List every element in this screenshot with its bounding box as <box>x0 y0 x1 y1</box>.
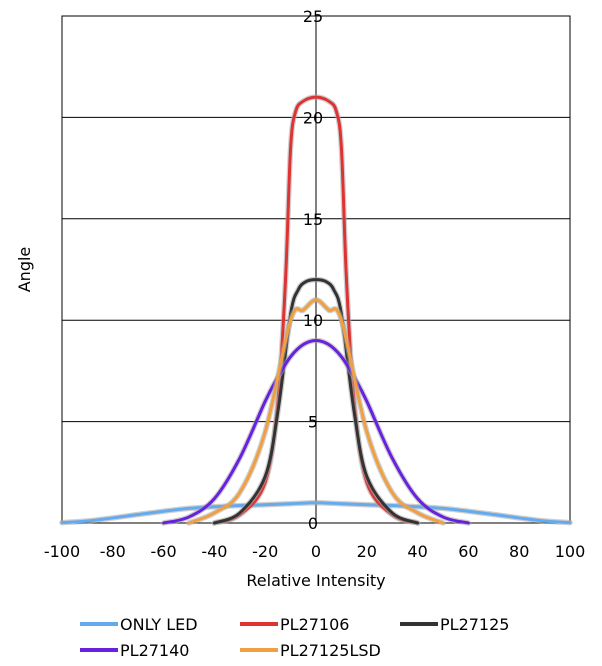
legend-item-pl27106: PL27106 <box>240 615 349 634</box>
series-only-led <box>59 499 573 526</box>
y-tick-label-0: 0 <box>308 514 318 533</box>
series-line-pl27140 <box>162 338 470 525</box>
legend-label-pl27125: PL27125 <box>440 615 509 634</box>
x-tick-label-4: -20 <box>252 542 278 561</box>
legend-label-pl27140: PL27140 <box>120 641 189 660</box>
x-tick-label-10: 100 <box>555 542 586 561</box>
y-axis-title: Angle <box>15 247 34 293</box>
x-axis-title: Relative Intensity <box>246 571 385 590</box>
legend-label-only-led: ONLY LED <box>120 615 198 634</box>
legend-item-only-led: ONLY LED <box>80 615 198 634</box>
x-tick-label-5: 0 <box>311 542 321 561</box>
series-line-only-led <box>60 501 572 525</box>
y-tick-label-3: 15 <box>303 210 323 229</box>
plot-area: 0 5 10 15 20 25 -100 -80 -60 -40 -20 0 20 40 60 80 100 <box>44 7 585 561</box>
x-tick-label-6: 20 <box>357 542 377 561</box>
y-tick-label-1: 5 <box>308 413 318 432</box>
x-tick-label-2: -60 <box>151 542 177 561</box>
series-pl27125lsd <box>186 297 446 526</box>
y-tick-label-4: 20 <box>303 108 323 127</box>
legend-item-pl27125: PL27125 <box>400 615 509 634</box>
series-line-pl27125 <box>212 278 420 525</box>
x-tick-label-3: -40 <box>201 542 227 561</box>
series-pl27125 <box>211 276 421 526</box>
x-tick-labels: -100 -80 -60 -40 -20 0 20 40 60 80 100 <box>44 542 585 561</box>
legend-item-pl27140: PL27140 <box>80 641 189 660</box>
legend-label-pl27106: PL27106 <box>280 615 349 634</box>
legend: ONLY LED PL27106 PL27125 PL27140 PL27125LSD <box>80 615 509 660</box>
y-tick-label-5: 25 <box>303 7 323 26</box>
series-pl27140 <box>160 337 472 526</box>
series-line-pl27125lsd <box>187 298 445 525</box>
y-tick-labels: 0 5 10 15 20 25 <box>303 7 323 533</box>
legend-label-pl27125lsd: PL27125LSD <box>280 641 381 660</box>
x-tick-label-9: 80 <box>509 542 529 561</box>
x-tick-label-0: -100 <box>44 542 80 561</box>
x-tick-label-7: 40 <box>407 542 427 561</box>
x-tick-label-1: -80 <box>100 542 126 561</box>
x-tick-label-8: 60 <box>458 542 478 561</box>
series-layer <box>59 94 573 526</box>
y-tick-label-2: 10 <box>303 311 323 330</box>
legend-item-pl27125lsd: PL27125LSD <box>240 641 381 660</box>
